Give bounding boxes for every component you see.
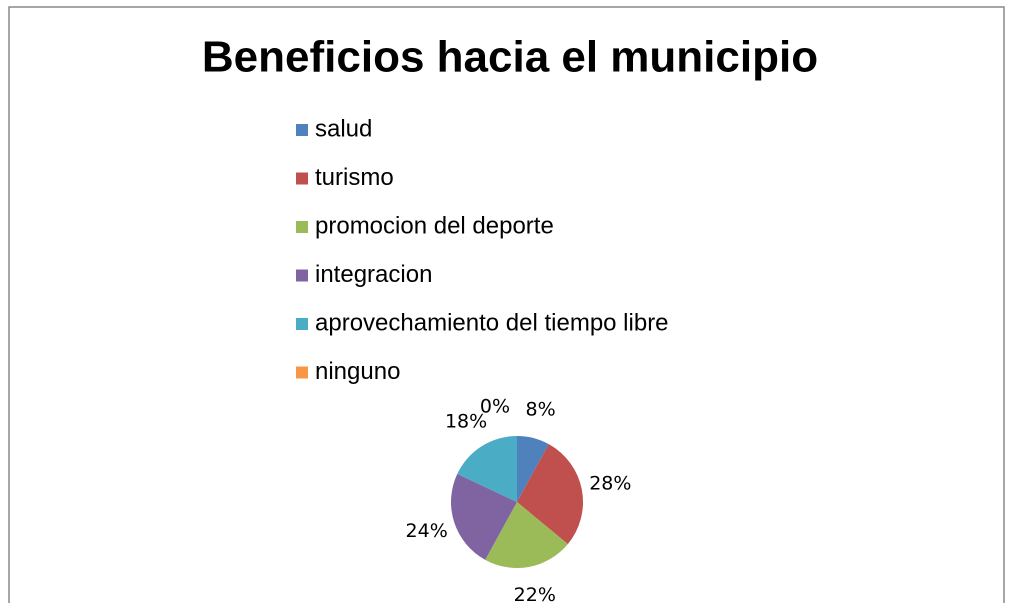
legend-swatch: [296, 366, 308, 379]
legend-label: integracion: [315, 261, 432, 288]
legend-swatch: [296, 172, 308, 185]
legend-label: aprovechamiento del tiempo libre: [315, 309, 669, 336]
data-label: 22%: [514, 584, 556, 603]
data-label: 28%: [589, 473, 631, 495]
data-label: 24%: [406, 520, 448, 542]
chart-title: Beneficios hacia el municipio: [202, 33, 818, 82]
legend-label: turismo: [315, 164, 394, 191]
legend-label: ninguno: [315, 358, 400, 385]
legend-swatch: [296, 269, 308, 282]
legend-swatch: [296, 318, 308, 330]
legend-label: salud: [315, 115, 372, 142]
pie-slice: [517, 444, 583, 545]
data-label: 0%: [480, 396, 510, 418]
pie-slice: [517, 436, 549, 502]
pie-slice: [485, 502, 568, 568]
data-label: 18%: [445, 410, 487, 432]
legend-swatch: [296, 221, 308, 233]
legend-label: promocion del deporte: [315, 212, 554, 239]
pie-slice: [457, 436, 517, 502]
pie-slice: [450, 473, 517, 560]
data-label: 8%: [526, 398, 556, 420]
legend-swatch: [296, 124, 308, 136]
